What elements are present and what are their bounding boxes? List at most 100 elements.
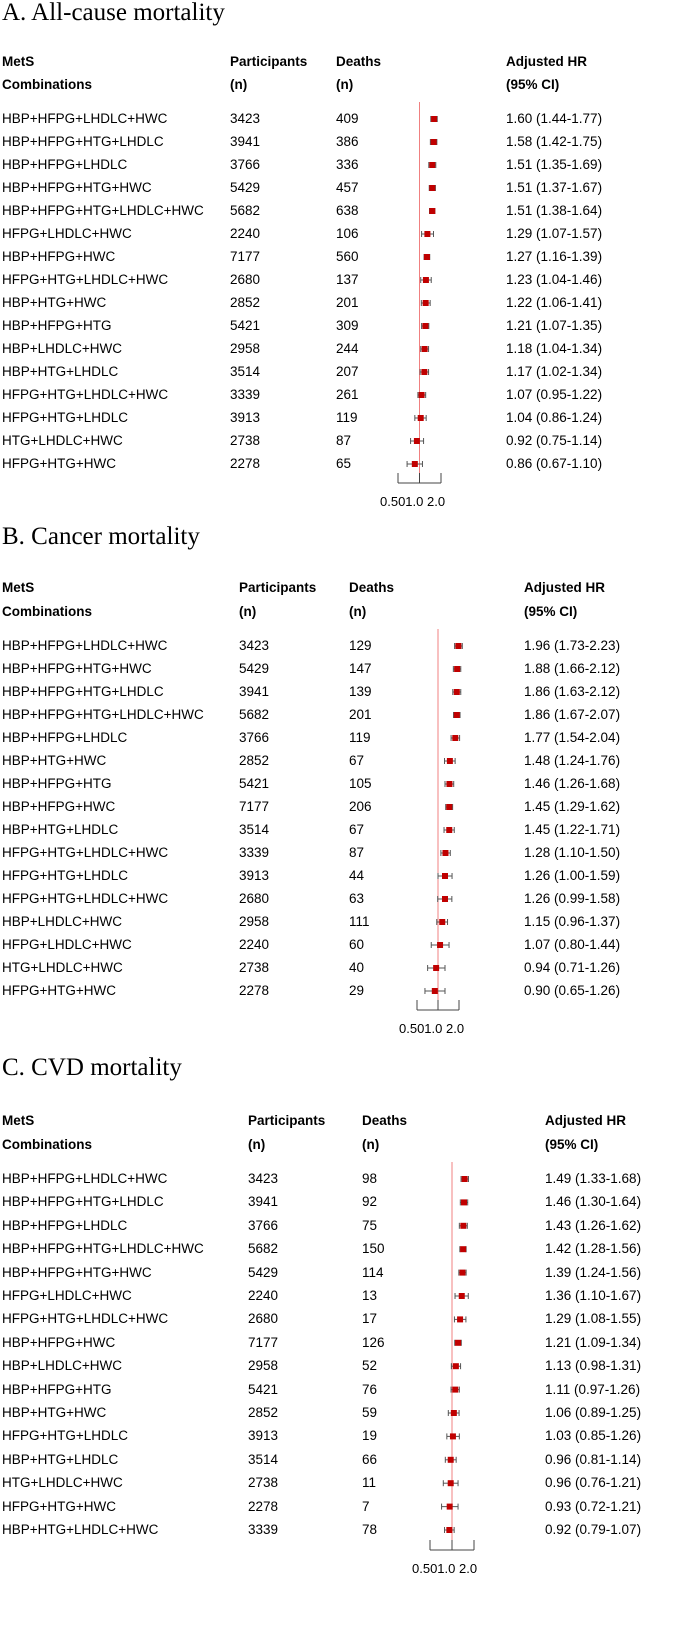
header-deaths-n: (n)	[336, 77, 354, 92]
row-participants: 2680	[239, 891, 270, 906]
row-hr-ci: 1.11 (0.97-1.26)	[545, 1381, 641, 1397]
hr-point	[449, 1433, 456, 1440]
row-hr-ci: 1.29 (1.08-1.55)	[545, 1311, 642, 1327]
row-label: HBP+HFPG+HTG+LHDLC+HWC	[2, 707, 204, 722]
hr-point	[447, 1480, 454, 1487]
row-participants: 2852	[239, 753, 270, 768]
hr-point	[430, 139, 437, 145]
row-deaths: 207	[336, 364, 359, 379]
row-label: HBP+HFPG+LHDLC	[2, 1217, 128, 1233]
hr-point	[429, 185, 436, 191]
hr-point	[458, 1293, 465, 1299]
hr-point	[422, 300, 429, 306]
hr-point	[450, 1410, 457, 1416]
header-adjusted-hr: Adjusted HR	[545, 1113, 626, 1128]
row-participants: 3423	[230, 111, 261, 126]
row-label: HBP+HFPG+HTG+HWC	[2, 661, 152, 676]
hr-point	[446, 1503, 453, 1510]
row-label: HBP+HTG+LHDLC	[2, 822, 119, 837]
row-label: HFPG+HTG+LHDLC+HWC	[2, 1311, 169, 1327]
header-deaths-n: (n)	[362, 1137, 380, 1152]
row-deaths: 59	[362, 1405, 378, 1420]
row-deaths: 7	[362, 1498, 370, 1514]
row-label: HBP+HFPG+HTG+LHDLC+HWC	[2, 203, 204, 218]
row-label: HBP+HFPG+HTG+HWC	[2, 180, 152, 195]
row-label: HFPG+HTG+HWC	[2, 1498, 117, 1514]
row-participants: 2738	[230, 433, 261, 448]
header-participants-n: (n)	[239, 604, 257, 619]
row-hr-ci: 1.22 (1.06-1.41)	[506, 295, 603, 310]
hr-point	[446, 758, 453, 764]
row-label: HBP+HTG+LHDLC	[2, 364, 119, 379]
row-hr-ci: 1.21 (1.09-1.34)	[545, 1334, 642, 1350]
row-label: HBP+HFPG+HTG+LHDLC	[2, 684, 164, 699]
row-participants: 3913	[230, 410, 261, 425]
row-participants: 3514	[239, 822, 270, 837]
x-axis-tick-labels: 0.501.0 2.0	[399, 1021, 465, 1036]
hr-point	[453, 712, 460, 718]
row-hr-ci: 1.07 (0.95-1.22)	[506, 387, 603, 402]
header-mets: MetS	[2, 580, 35, 595]
row-label: HBP+HFPG+HTG+LHDLC	[2, 134, 164, 149]
row-participants: 2738	[248, 1475, 279, 1491]
row-participants: 2278	[248, 1498, 279, 1514]
header-deaths: Deaths	[362, 1113, 408, 1128]
row-label: HBP+HFPG+HWC	[2, 1334, 116, 1350]
hr-point	[455, 1339, 462, 1346]
row-deaths: 126	[362, 1334, 385, 1350]
row-hr-ci: 1.77 (1.54-2.04)	[524, 730, 621, 745]
hr-point	[423, 254, 430, 260]
row-hr-ci: 1.96 (1.73-2.23)	[524, 638, 621, 653]
hr-point	[455, 643, 462, 649]
hr-point	[417, 415, 424, 421]
row-label: HFPG+HTG+HWC	[2, 983, 117, 998]
row-deaths: 65	[336, 456, 352, 471]
header-participants: Participants	[248, 1113, 326, 1128]
header-ci: (95% CI)	[506, 77, 560, 92]
header-ci: (95% CI)	[524, 604, 578, 619]
row-label: HBP+HFPG+HTG	[2, 318, 112, 333]
row-deaths: 98	[362, 1171, 378, 1186]
row-deaths: 336	[336, 157, 359, 172]
row-label: HBP+HFPG+LHDLC	[2, 157, 128, 172]
row-participants: 7177	[230, 249, 261, 264]
header-combinations: Combinations	[2, 1137, 92, 1152]
row-hr-ci: 0.96 (0.76-1.21)	[545, 1475, 642, 1491]
row-participants: 2240	[230, 226, 261, 241]
row-participants: 2958	[230, 341, 261, 356]
row-deaths: 52	[362, 1358, 378, 1374]
hr-point	[461, 1176, 468, 1182]
row-hr-ci: 1.23 (1.04-1.46)	[506, 272, 603, 287]
row-participants: 2852	[230, 295, 261, 310]
header-ci: (95% CI)	[545, 1137, 599, 1152]
row-participants: 7177	[239, 799, 270, 814]
hr-point	[421, 369, 428, 375]
header-deaths: Deaths	[349, 580, 395, 595]
row-deaths: 78	[362, 1522, 378, 1537]
row-participants: 5429	[230, 180, 261, 195]
row-label: HFPG+HTG+LHDLC+HWC	[2, 272, 169, 287]
row-deaths: 75	[362, 1217, 378, 1233]
row-hr-ci: 1.48 (1.24-1.76)	[524, 753, 621, 768]
row-label: HBP+HFPG+LHDLC	[2, 730, 128, 745]
row-hr-ci: 0.96 (0.81-1.14)	[545, 1451, 642, 1467]
row-participants: 2278	[239, 983, 270, 998]
row-participants: 5682	[230, 203, 261, 218]
row-deaths: 63	[349, 891, 365, 906]
row-hr-ci: 1.04 (0.86-1.24)	[506, 410, 603, 425]
row-label: HBP+LHDLC+HWC	[2, 341, 123, 356]
row-label: HBP+HTG+LHDLC	[2, 1451, 119, 1467]
x-axis-tick-labels: 0.501.0 2.0	[380, 494, 446, 509]
header-mets: MetS	[2, 54, 35, 69]
row-deaths: 560	[336, 249, 359, 264]
hr-point	[431, 988, 438, 994]
row-label: HFPG+LHDLC+HWC	[2, 226, 132, 241]
row-label: HBP+HFPG+HTG+LHDLC+HWC	[2, 1241, 204, 1257]
row-label: HBP+HTG+HWC	[2, 295, 107, 310]
row-hr-ci: 1.86 (1.67-2.07)	[524, 707, 621, 722]
row-deaths: 29	[349, 983, 365, 998]
row-hr-ci: 1.27 (1.16-1.39)	[506, 249, 603, 264]
row-participants: 3766	[230, 157, 261, 172]
row-label: HFPG+LHDLC+HWC	[2, 937, 132, 952]
row-participants: 3339	[230, 387, 261, 402]
